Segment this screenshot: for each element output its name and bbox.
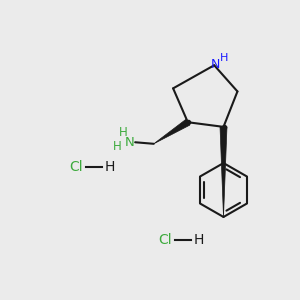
Text: N: N xyxy=(211,58,220,71)
Text: Cl: Cl xyxy=(159,233,172,247)
Text: Cl: Cl xyxy=(69,160,83,174)
Text: H: H xyxy=(194,233,204,247)
Polygon shape xyxy=(220,127,227,217)
Text: H: H xyxy=(104,160,115,174)
Text: H: H xyxy=(113,140,122,153)
Polygon shape xyxy=(154,119,190,144)
Text: H: H xyxy=(119,126,128,139)
Text: N: N xyxy=(125,136,135,149)
Text: H: H xyxy=(220,53,229,63)
